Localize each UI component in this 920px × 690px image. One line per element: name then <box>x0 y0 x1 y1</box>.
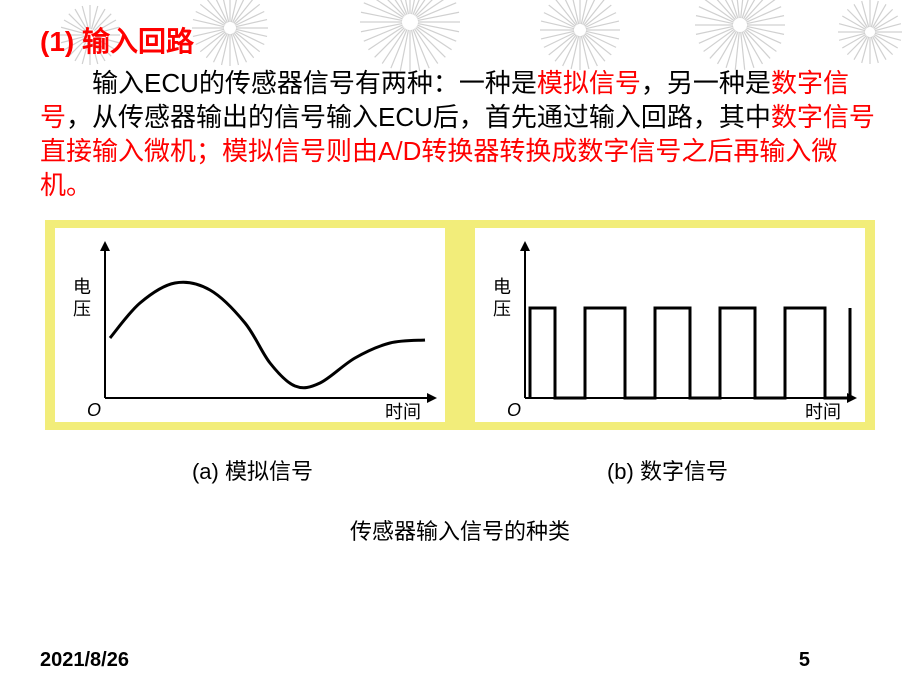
svg-text:时间: 时间 <box>805 402 841 422</box>
section-heading: (1) 输入回路 <box>40 20 880 60</box>
footer-date: 2021/8/26 <box>40 649 129 672</box>
analog-caption: (a) 模拟信号 <box>192 454 313 486</box>
footer-page: 5 <box>799 649 810 672</box>
charts-panel: O电压时间 O电压时间 <box>45 220 875 430</box>
svg-text:电: 电 <box>493 277 511 297</box>
para-text: ，另一种是 <box>641 68 771 98</box>
svg-text:压: 压 <box>73 299 91 319</box>
digital-caption: (b) 数字信号 <box>607 454 728 486</box>
chart-captions-row: (a) 模拟信号 (b) 数字信号 <box>45 454 875 486</box>
para-highlight: 模拟信号 <box>537 68 641 98</box>
svg-text:O: O <box>507 400 521 420</box>
svg-text:压: 压 <box>493 299 511 319</box>
body-paragraph: 输入ECU的传感器信号有两种：一种是模拟信号，另一种是数字信号，从传感器输出的信… <box>40 66 880 202</box>
para-text: ，从传感器输出的信号输入ECU后，首先通过输入回路，其中 <box>66 102 771 132</box>
svg-text:电: 电 <box>73 277 91 297</box>
para-text: 输入ECU的传感器信号有两种：一种是 <box>92 68 537 98</box>
overall-caption: 传感器输入信号的种类 <box>40 514 880 546</box>
analog-chart: O 电压时间 <box>55 228 445 422</box>
svg-text:时间: 时间 <box>385 402 421 422</box>
digital-chart: O 电压时间 <box>475 228 865 422</box>
heading-text: 输入回路 <box>82 26 194 57</box>
heading-number: (1) <box>40 26 74 57</box>
svg-text:O: O <box>87 400 101 420</box>
